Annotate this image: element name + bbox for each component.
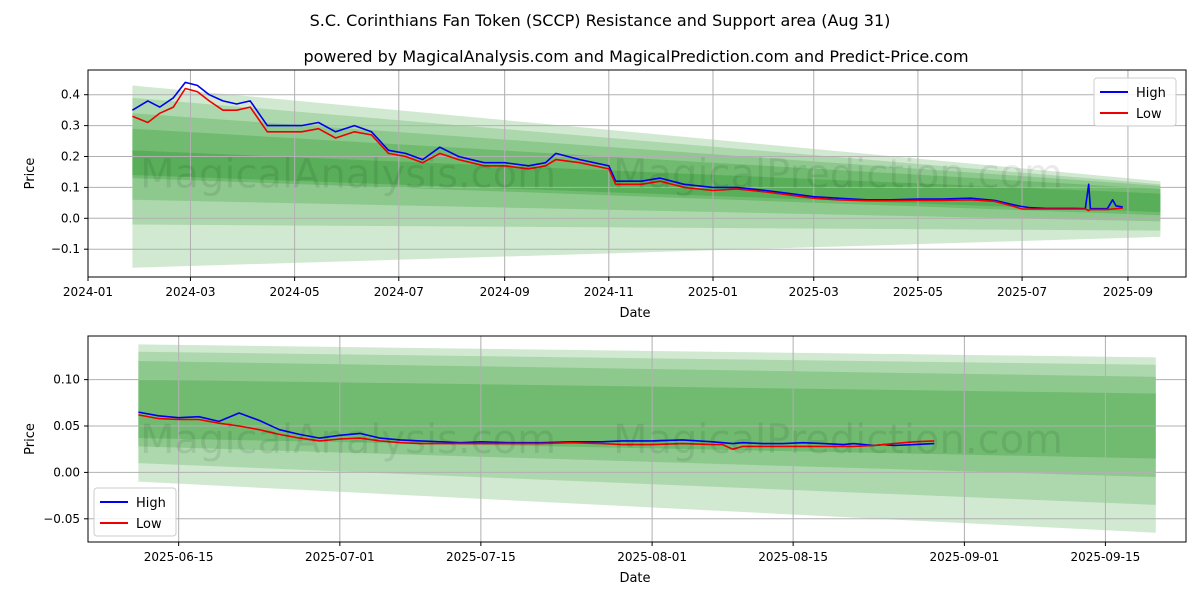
support-resistance-band [138,344,1156,533]
watermark-text: MagicalPrediction.com [613,417,1063,463]
x-tick-label: 2025-07 [997,285,1047,299]
series-line-high [131,81,1123,210]
x-tick-label: 2025-05 [893,285,943,299]
y-tick-label: −0.1 [51,242,80,256]
watermark-text: MagicalAnalysis.com [140,417,556,463]
support-resistance-band [132,150,1161,213]
y-axis-label: Price [23,158,38,190]
x-tick-label: 2024-05 [270,285,320,299]
x-tick-label: 2024-07 [374,285,424,299]
x-tick-label: 2025-09-01 [930,550,1000,564]
y-tick-label: 0.1 [61,180,80,194]
plot-frame [87,69,1187,278]
top-chart-panel: MagicalAnalysis.com MagicalPrediction.com… [23,69,1187,321]
series-line-low [138,414,935,451]
bottom-chart-panel: MagicalAnalysis.com MagicalPrediction.com… [23,335,1187,586]
support-resistance-band [138,351,1156,505]
support-resistance-bands [138,344,1156,533]
y-axis-label: Price [23,423,38,455]
y-tick-label: 0.10 [53,373,80,387]
x-tick-label: 2025-09-15 [1071,550,1141,564]
x-tick-label: 2024-09 [480,285,530,299]
series-group [131,81,1123,212]
y-tick-label: −0.05 [43,512,80,526]
series-group [138,411,935,451]
watermark-text: MagicalPrediction.com [613,152,1063,198]
legend-label-high: High [136,496,166,511]
x-axis-label: Date [619,306,650,321]
y-tick-label: 0.05 [53,419,80,433]
series-line-low [132,87,1123,212]
x-tick-label: 2025-08-01 [617,550,687,564]
x-tick-label: 2025-01 [688,285,738,299]
y-tick-label: 0.2 [61,150,80,164]
plot-frame [87,335,1187,543]
legend-label-low: Low [1136,107,1162,122]
y-tick-label: 0.3 [61,119,80,133]
support-resistance-band [132,85,1161,268]
y-tick-label: 0.0 [61,211,80,225]
chart-title: S.C. Corinthians Fan Token (SCCP) Resist… [310,11,891,30]
legend-label-low: Low [136,517,162,532]
y-tick-label: 0.00 [53,465,80,479]
y-tick-label: 0.4 [61,88,80,102]
series-line-high [138,411,935,447]
x-tick-label: 2025-09 [1103,285,1153,299]
support-resistance-band [132,97,1161,231]
legend: High Low [93,487,177,537]
x-axis-label: Date [619,571,650,586]
x-tick-label: 2025-08-15 [758,550,828,564]
chart-subtitle: powered by MagicalAnalysis.com and Magic… [303,47,968,66]
support-resistance-band [132,113,1161,222]
legend: High Low [1093,77,1177,127]
x-tick-label: 2024-01 [63,285,113,299]
x-tick-label: 2025-07-01 [305,550,375,564]
x-tick-label: 2024-11 [584,285,634,299]
watermark-text: MagicalAnalysis.com [140,152,556,198]
x-tick-label: 2024-03 [165,285,215,299]
support-resistance-band [138,361,1156,478]
legend-label-high: High [1136,86,1166,101]
x-tick-label: 2025-07-15 [446,550,516,564]
x-tick-label: 2025-03 [789,285,839,299]
x-tick-label: 2025-06-15 [144,550,214,564]
